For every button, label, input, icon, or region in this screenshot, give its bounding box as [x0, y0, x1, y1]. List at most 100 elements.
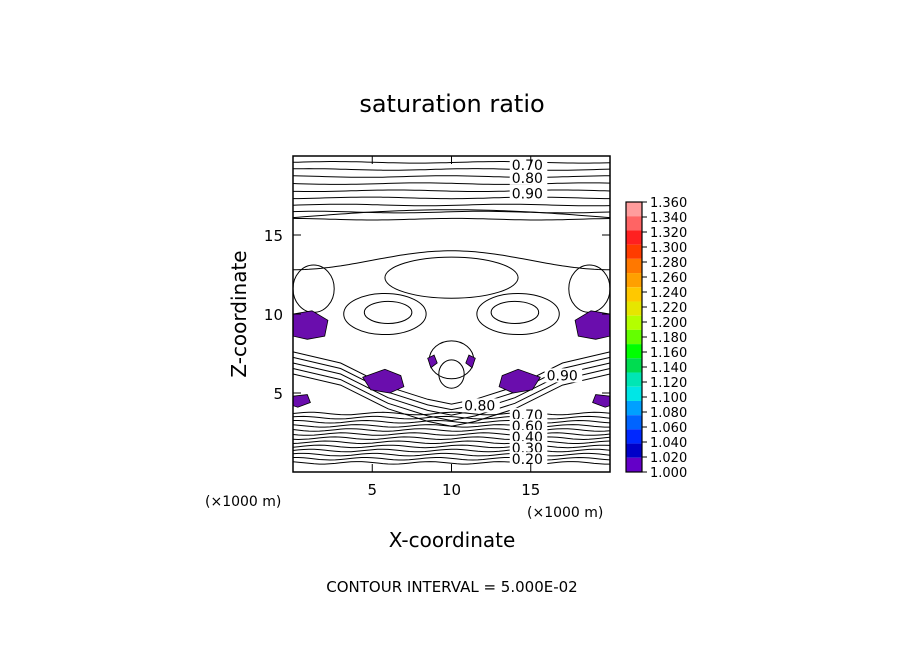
colorbar-label: 1.240 — [650, 286, 687, 301]
colorbar-label: 1.260 — [650, 271, 687, 286]
contour-labels: 0.700.800.900.800.900.700.600.400.300.20 — [462, 158, 583, 468]
axis-ticks — [293, 156, 610, 472]
contour-line — [292, 424, 610, 428]
colorbar-swatch — [626, 457, 642, 472]
colorbar-swatch — [626, 386, 642, 401]
contour-line — [293, 456, 611, 461]
colorbar-swatch — [626, 415, 642, 430]
y-tick-label: 15 — [264, 227, 283, 245]
y-tick-label: 5 — [273, 385, 283, 403]
colorbar-swatch — [626, 344, 642, 359]
contour-line — [293, 196, 610, 200]
colorbar-label: 1.180 — [650, 331, 687, 346]
contour-line — [292, 444, 611, 449]
contour-interval-note: CONTOUR INTERVAL = 5.000E-02 — [326, 578, 577, 596]
contour-line — [292, 168, 611, 171]
colorbar-swatch — [626, 301, 642, 316]
colorbar-label: 1.040 — [650, 436, 687, 451]
contour-label-bg — [509, 452, 548, 467]
colorbar-label: 1.060 — [650, 421, 687, 436]
colorbar-label: 1.160 — [650, 346, 687, 361]
contour-line — [490, 300, 540, 324]
x-tick-label: 10 — [442, 481, 461, 499]
colorbar-label: 1.080 — [650, 406, 687, 421]
contour-line — [292, 250, 611, 271]
colorbar-swatch — [626, 443, 642, 458]
contour-line — [292, 436, 611, 441]
contour-line — [292, 217, 611, 221]
supersaturated-region — [292, 394, 311, 408]
contour-label-bg — [509, 429, 548, 444]
supersaturated-region — [592, 394, 611, 408]
colorbar-swatch — [626, 329, 642, 345]
colorbar-swatch — [626, 244, 642, 259]
colorbar: 1.3601.3401.3201.3001.2801.2601.2401.220… — [625, 196, 687, 481]
contour-label: 0.80 — [512, 171, 543, 187]
contour-label: 0.70 — [512, 158, 543, 174]
contour-label: 0.90 — [512, 187, 543, 203]
x-axis-label: X-coordinate — [389, 528, 516, 552]
supersaturated-region — [498, 368, 541, 394]
contour-line — [292, 452, 611, 457]
supersaturated-region — [465, 354, 476, 369]
colorbar-swatch — [626, 216, 642, 231]
supersaturated-region — [574, 310, 611, 340]
x-tick-labels: 5 10 15 — [367, 481, 540, 499]
contour-label-bg — [509, 158, 548, 173]
contour-label: 0.90 — [547, 368, 578, 384]
supersaturated-region — [292, 310, 329, 340]
contour-line — [363, 300, 413, 324]
contour-label-bg — [509, 186, 548, 201]
colorbar-label: 1.140 — [650, 361, 687, 376]
chart-title: saturation ratio — [359, 90, 544, 118]
colorbar-swatch — [626, 273, 642, 288]
contour-line — [292, 415, 611, 420]
x-tick-label: 5 — [367, 481, 377, 499]
contour-line — [292, 461, 610, 465]
supersaturated-region — [427, 354, 438, 369]
contour-line — [292, 182, 611, 185]
colorbar-swatch — [626, 429, 642, 444]
contour-line — [292, 428, 611, 432]
contour-label: 0.80 — [464, 398, 495, 414]
colorbar-label: 1.300 — [650, 241, 687, 256]
colorbar-label: 1.220 — [650, 301, 687, 316]
x-unit-label-left: (×1000 m) — [205, 494, 281, 510]
contour-label: 0.20 — [512, 452, 543, 468]
contour-label-bg — [544, 368, 583, 383]
contour-line — [476, 292, 560, 336]
colorbar-label: 1.360 — [650, 196, 687, 211]
contour-line — [292, 368, 611, 422]
supersaturated-region — [362, 368, 405, 394]
supersaturation-fills — [292, 310, 611, 408]
colorbar-label: 1.100 — [650, 391, 687, 406]
colorbar-label: 1.120 — [650, 376, 687, 391]
contour-line — [568, 264, 611, 313]
colorbar-label: 1.200 — [650, 316, 687, 331]
colorbar-swatch — [626, 202, 642, 217]
colorbar-label: 1.320 — [650, 226, 687, 241]
contour-line — [438, 359, 465, 389]
contour-line — [293, 189, 611, 192]
contour-label-bg — [509, 441, 548, 456]
y-tick-label: 10 — [264, 306, 283, 324]
colorbar-label: 1.280 — [650, 256, 687, 271]
contour-line — [384, 256, 519, 299]
colorbar-swatch — [626, 287, 642, 302]
contour-line — [292, 411, 611, 416]
contour-line — [292, 210, 611, 214]
plot-area: 0.700.800.900.800.900.700.600.400.300.20 — [292, 155, 611, 473]
y-tick-labels: 5 10 15 — [264, 227, 283, 403]
contour-label-bg — [462, 398, 500, 413]
colorbar-swatch — [626, 400, 642, 416]
x-unit-label-right: (×1000 m) — [527, 505, 603, 521]
y-axis-label: Z-coordinate — [227, 250, 251, 377]
contour-line — [343, 292, 427, 336]
colorbar-swatch — [626, 315, 642, 330]
contour-line — [292, 432, 611, 436]
colorbar-label: 1.340 — [650, 211, 687, 226]
colorbar-swatch — [626, 230, 642, 245]
contour-line — [292, 175, 610, 178]
contour-lines — [292, 161, 611, 465]
